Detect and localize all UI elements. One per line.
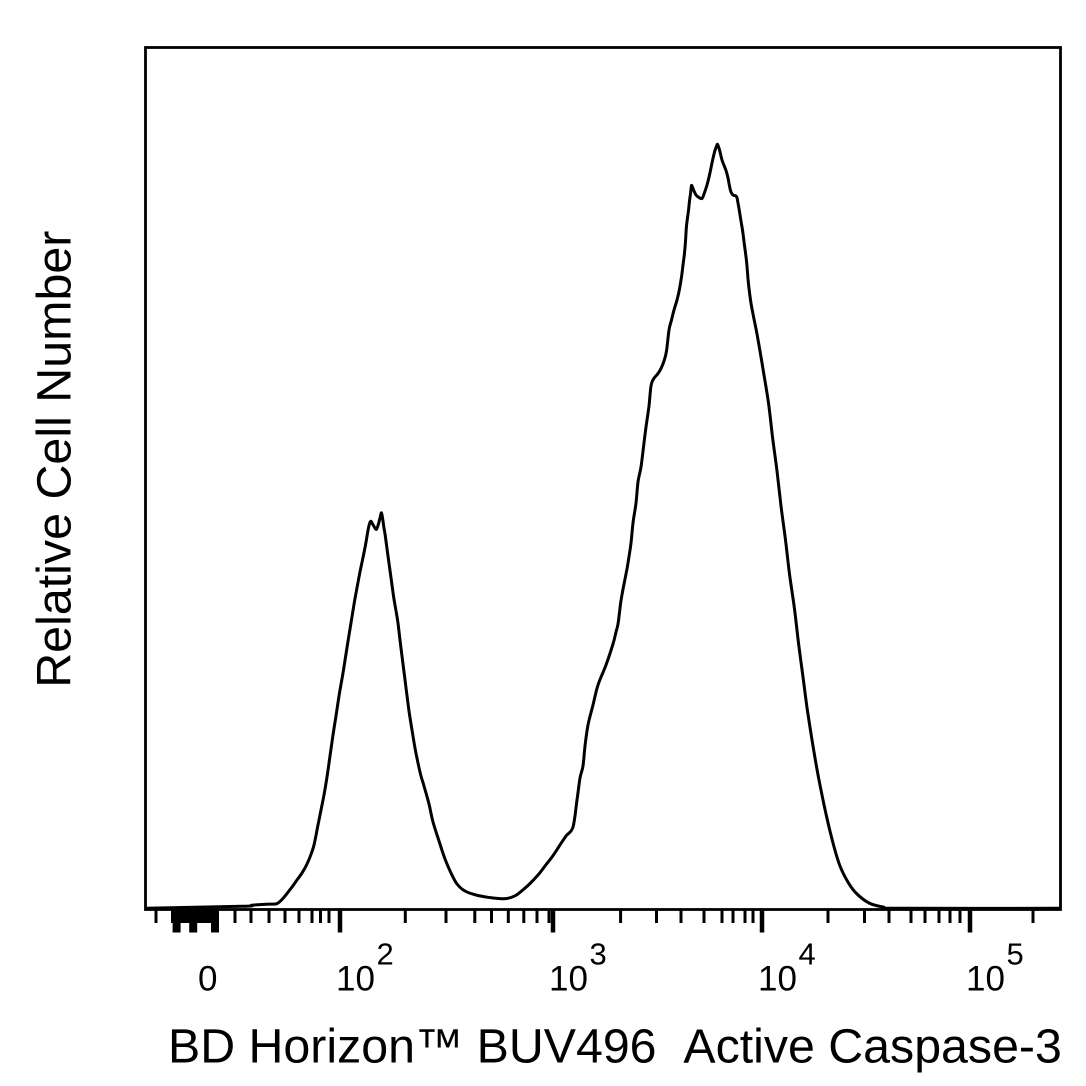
svg-text:10: 10	[758, 960, 797, 999]
svg-text:2: 2	[377, 937, 394, 972]
svg-text:10: 10	[549, 960, 588, 999]
svg-text:BD Horizon™ BUV496 Active Cas: BD Horizon™ BUV496 Active Caspase-3	[168, 1020, 1062, 1074]
svg-text:3: 3	[590, 937, 607, 972]
svg-text:0: 0	[198, 960, 217, 999]
svg-text:10: 10	[966, 960, 1005, 999]
svg-text:5: 5	[1007, 937, 1024, 972]
svg-text:4: 4	[799, 937, 816, 972]
svg-text:10: 10	[336, 960, 375, 999]
svg-text:Relative Cell Number: Relative Cell Number	[28, 231, 82, 688]
